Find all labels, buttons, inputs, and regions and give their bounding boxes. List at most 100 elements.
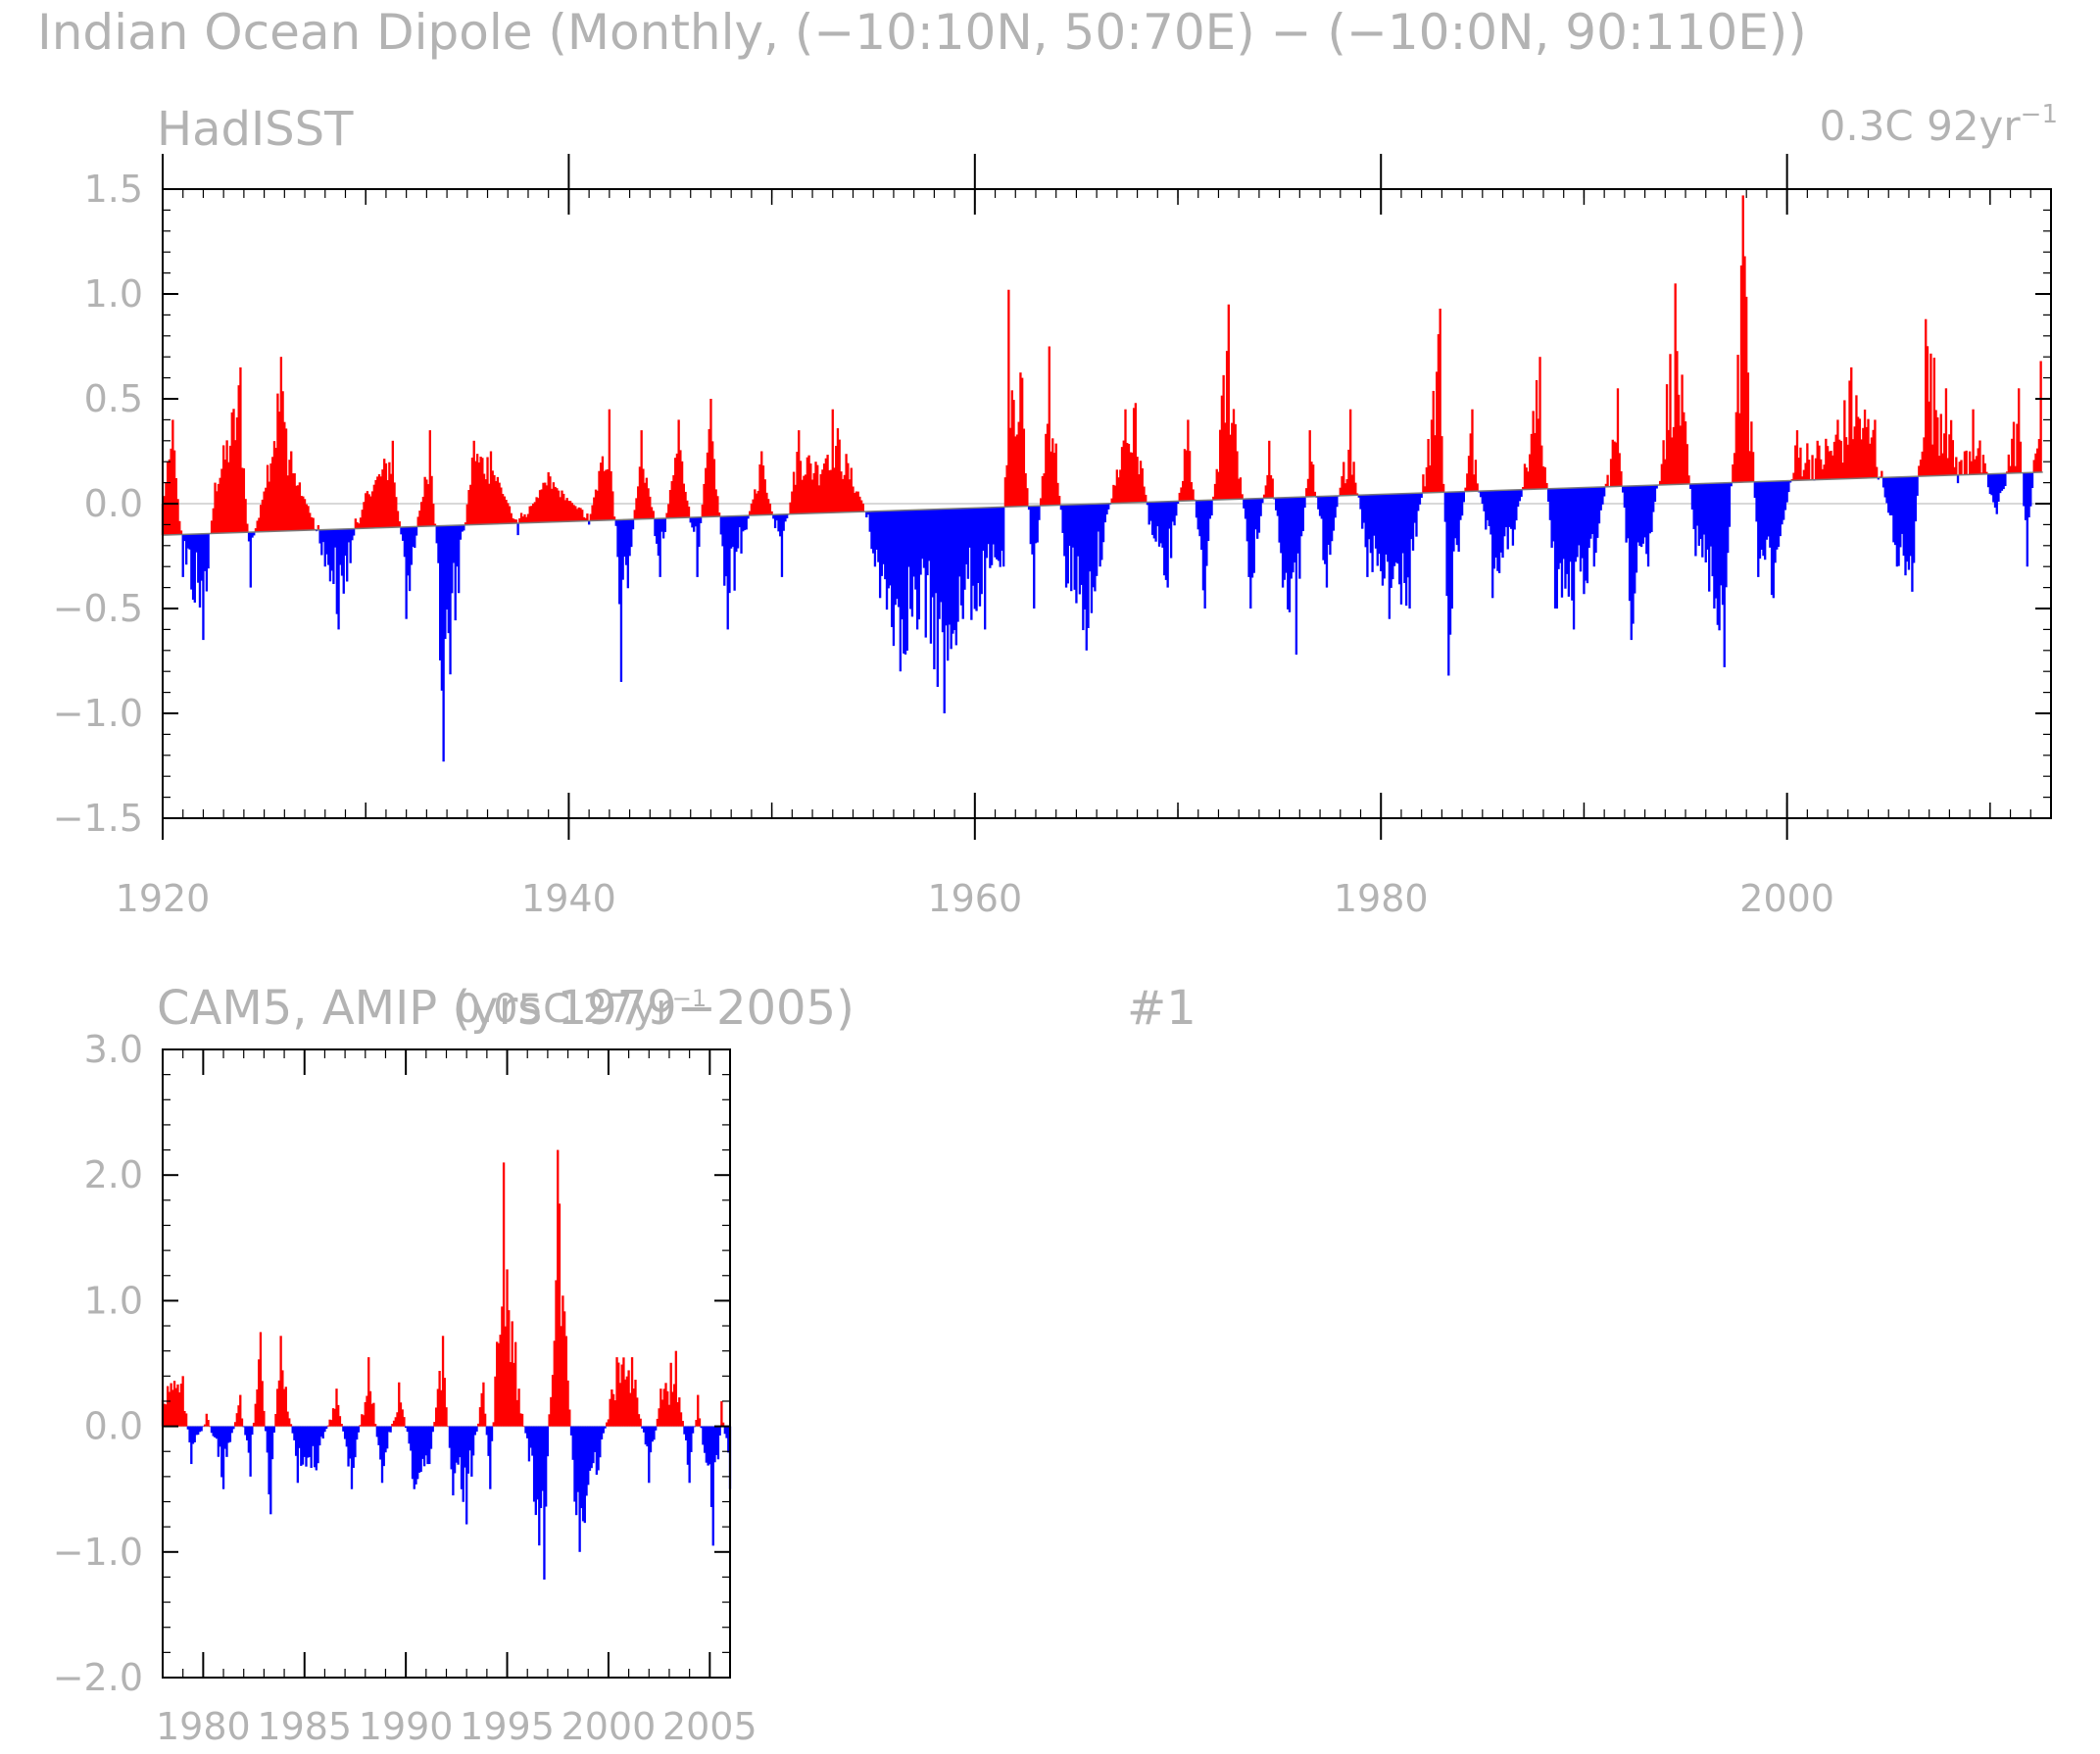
cam5-positive-bar <box>634 1380 637 1427</box>
hadisst-positive-bar <box>859 500 863 512</box>
hadisst-negative-bar <box>1895 476 1899 567</box>
hadisst-positive-bar <box>1951 440 1955 475</box>
cam5-negative-bar <box>685 1426 688 1440</box>
hadisst-positive-bar <box>1436 371 1439 493</box>
hadisst-positive-bar <box>268 481 270 532</box>
hadisst-positive-bar <box>1867 418 1870 478</box>
cam5-negative-bar <box>707 1426 709 1466</box>
cam5-negative-bar <box>227 1426 230 1443</box>
hadisst-positive-bar <box>542 482 545 523</box>
cam5-positive-bar <box>520 1413 524 1427</box>
hadisst-negative-bar <box>1639 485 1643 548</box>
hadisst-negative-bar <box>896 511 899 600</box>
hadisst-negative-bar <box>971 508 975 586</box>
hadisst-positive-bar <box>705 467 708 517</box>
hadisst-negative-bar <box>1713 483 1716 609</box>
hadisst-positive-bar <box>649 496 652 519</box>
hadisst-negative-bar <box>663 517 666 532</box>
hadisst-negative-bar <box>910 510 914 617</box>
hadisst-positive-bar <box>178 520 181 535</box>
hadisst-positive-bar <box>298 482 302 531</box>
hadisst-positive-bar <box>500 487 503 524</box>
cam5-negative-bar <box>468 1426 471 1451</box>
hadisst-negative-bar <box>1447 492 1450 676</box>
cam5-negative-bar <box>641 1426 644 1429</box>
hadisst-negative-bar <box>1245 499 1248 542</box>
hadisst-negative-bar <box>1579 487 1583 572</box>
hadisst-positive-bar <box>1043 473 1046 506</box>
hadisst-negative-bar <box>1092 504 1095 588</box>
hadisst-positive-bar <box>843 474 847 512</box>
hadisst-negative-bar <box>1332 496 1336 531</box>
hadisst-positive-bar <box>674 458 677 518</box>
hadisst-positive-bar <box>1843 400 1846 479</box>
cam5-positive-bar <box>240 1418 244 1427</box>
cam5-negative-bar <box>602 1426 605 1434</box>
hadisst-negative-bar <box>1317 496 1320 510</box>
hadisst-positive-bar <box>652 511 655 519</box>
cam5-positive-bar <box>438 1370 441 1427</box>
hadisst-positive-bar <box>1664 459 1667 485</box>
hadisst-negative-bar <box>985 507 989 559</box>
hadisst-positive-bar <box>1432 390 1435 493</box>
hadisst-positive-bar <box>1862 427 1865 479</box>
hadisst-negative-bar <box>1699 483 1702 540</box>
hadisst-positive-bar <box>284 428 288 531</box>
hadisst-negative-bar <box>1281 497 1285 588</box>
hadisst-negative-bar <box>747 515 750 519</box>
hadisst-positive-bar <box>635 498 638 519</box>
cam5-positive-bar <box>660 1399 664 1427</box>
hadisst-positive-bar <box>1345 479 1348 496</box>
cam5-negative-bar <box>321 1426 324 1439</box>
hadisst-positive-bar <box>261 499 265 532</box>
cam5-negative-bar <box>583 1426 586 1524</box>
hadisst-negative-bar <box>1769 481 1772 548</box>
hadisst-negative-bar <box>1301 497 1304 531</box>
hadisst-positive-bar <box>488 483 491 524</box>
hadisst-positive-bar <box>1052 453 1056 506</box>
hadisst-positive-bar <box>684 491 687 518</box>
hadisst-negative-bar <box>866 512 870 515</box>
cam5-negative-bar <box>408 1426 411 1444</box>
hadisst-negative-bar <box>1243 499 1245 509</box>
cam5-positive-bar <box>289 1424 293 1427</box>
cam5-negative-bar <box>347 1426 350 1467</box>
hadisst-negative-bar <box>1753 481 1756 499</box>
cam5-negative-bar <box>708 1426 711 1465</box>
hadisst-negative-bar <box>1643 485 1646 538</box>
cam5-positive-bar <box>252 1422 256 1427</box>
hadisst-positive-bar <box>1841 463 1844 479</box>
hadisst-negative-bar <box>907 510 910 567</box>
hadisst-negative-bar <box>1283 497 1286 580</box>
hadisst-negative-bar <box>626 519 630 589</box>
hadisst-y-tick-label: 1.0 <box>84 272 143 316</box>
hadisst-positive-bar <box>476 454 479 525</box>
hadisst-positive-bar <box>359 517 363 529</box>
hadisst-negative-bar <box>1483 490 1486 512</box>
hadisst-negative-bar <box>1560 488 1564 598</box>
hadisst-positive-bar <box>223 460 227 533</box>
hadisst-negative-bar <box>1324 496 1327 564</box>
hadisst-negative-bar <box>1280 497 1283 554</box>
cam5-positive-bar <box>165 1404 168 1427</box>
hadisst-positive-bar <box>369 496 372 528</box>
cam5-negative-bar <box>466 1426 470 1474</box>
hadisst-positive-bar <box>1671 437 1674 485</box>
hadisst-positive-bar <box>1262 494 1266 499</box>
hadisst-negative-bar <box>1550 488 1553 548</box>
hadisst-negative-bar <box>207 533 210 569</box>
hadisst-negative-bar <box>978 508 982 607</box>
cam5-negative-bar <box>700 1426 703 1429</box>
hadisst-negative-bar <box>1369 494 1373 554</box>
cam5-positive-bar <box>721 1422 725 1427</box>
hadisst-positive-bar <box>1220 395 1224 500</box>
hadisst-positive-bar <box>510 512 513 524</box>
hadisst-positive-bar <box>513 518 516 524</box>
hadisst-negative-bar <box>1403 493 1406 584</box>
hadisst-positive-bar <box>389 473 393 528</box>
hadisst-negative-bar <box>1320 496 1323 519</box>
cam5-negative-bar <box>323 1426 326 1433</box>
hadisst-negative-bar <box>901 510 903 620</box>
hadisst-negative-bar <box>1066 505 1069 584</box>
hadisst-negative-bar <box>1995 473 1998 514</box>
